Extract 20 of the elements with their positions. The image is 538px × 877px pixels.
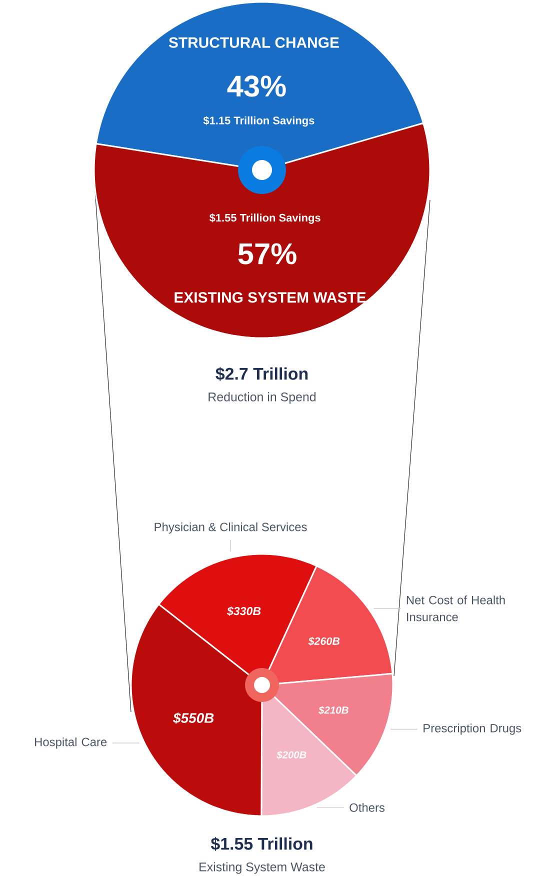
text: $1.55 Trillion Savings (209, 213, 320, 224)
data-label: $210B (318, 706, 348, 714)
data-label: 43% (227, 76, 286, 97)
data-label: $200B (276, 750, 306, 760)
slice-label: Hospital Care (35, 737, 107, 749)
slice-label: STRUCTURAL CHANGE (168, 37, 339, 48)
data-label: 57% (238, 243, 296, 264)
slice-label: Net Cost of Health Insurance (406, 596, 505, 622)
data-label: $550B (173, 712, 214, 724)
slice-label: Others (350, 803, 385, 812)
text: Existing System Waste (200, 862, 325, 874)
text: Reduction in Spend (208, 392, 316, 404)
data-label: $260B (308, 636, 340, 646)
data-label: $330B (226, 606, 261, 616)
slice-label: Physician & Clinical Services (154, 522, 307, 534)
text: $1.15 Trillion Savings (203, 116, 314, 127)
text: $2.7 Trillion (216, 367, 308, 381)
slice-label: Prescription Drugs (424, 724, 522, 735)
slice-label: EXISTING SYSTEM WASTE (174, 292, 366, 303)
text: $1.55 Trillion (210, 837, 312, 851)
